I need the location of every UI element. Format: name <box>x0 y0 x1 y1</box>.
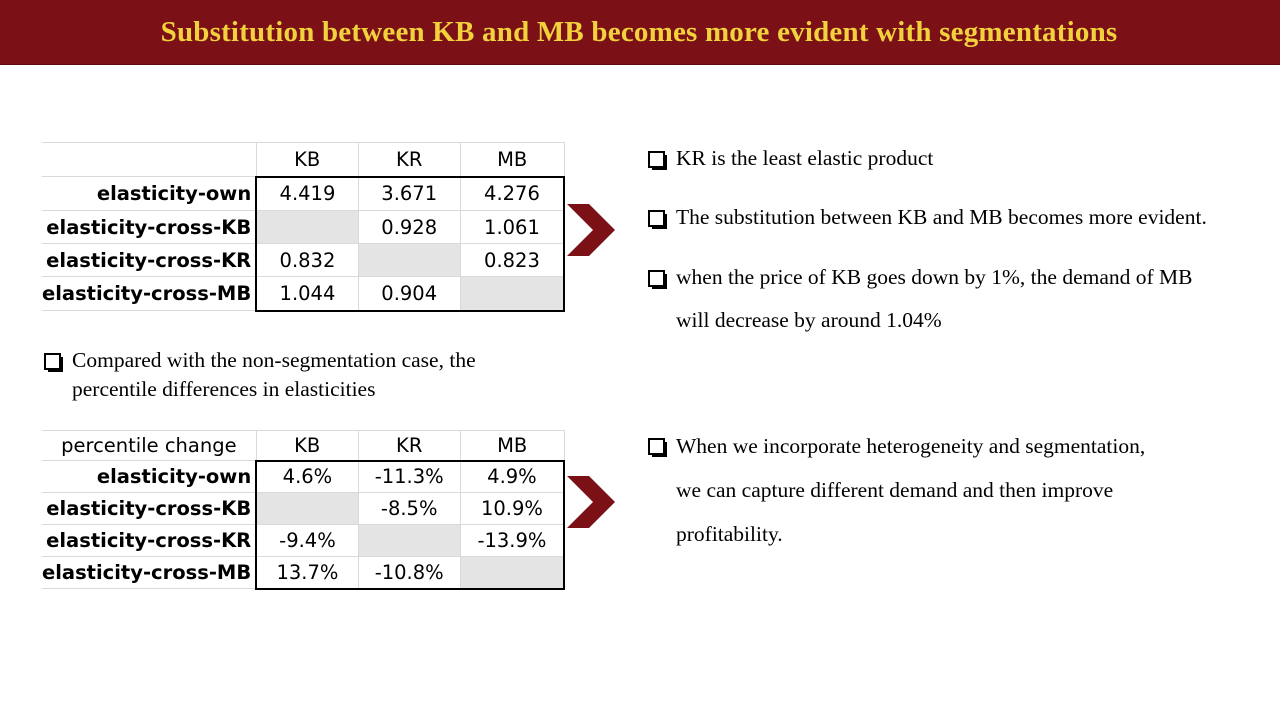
slide-title: Substitution between KB and MB becomes m… <box>160 15 1118 48</box>
table-cell <box>255 210 359 244</box>
table-row: elasticity-cross-MB 13.7% -10.8% <box>42 556 566 590</box>
percentile-change-table: percentile change KB KR MB elasticity-ow… <box>42 430 566 590</box>
table-cell: -8.5% <box>358 492 461 525</box>
comparison-bullet: Compared with the non-segmentation case,… <box>44 346 476 404</box>
bullet-text: When we incorporate heterogeneity and se… <box>676 434 1146 458</box>
column-header: MB <box>460 142 565 177</box>
bullet-text: we can capture different demand and then… <box>676 478 1114 502</box>
table-cell <box>358 243 461 277</box>
table-cell: 4.276 <box>460 175 566 211</box>
table-cell <box>358 524 461 557</box>
column-header: KB <box>256 430 359 461</box>
table-cell: 1.061 <box>460 210 566 244</box>
row-header: elasticity-cross-KR <box>42 243 257 277</box>
table-row: elasticity-own 4.419 3.671 4.276 <box>42 175 566 211</box>
title-bar: Substitution between KB and MB becomes m… <box>0 0 1280 65</box>
table-row: elasticity-own 4.6% -11.3% 4.9% <box>42 459 566 493</box>
table-cell: 10.9% <box>460 492 566 525</box>
table-cell: 0.928 <box>358 210 461 244</box>
row-header: elasticity-own <box>42 176 257 211</box>
table-cell: 0.832 <box>255 243 359 277</box>
bullet-text: The substitution between KB and MB becom… <box>676 205 1207 229</box>
table-row: elasticity-cross-MB 1.044 0.904 <box>42 276 566 312</box>
table-cell <box>460 276 566 312</box>
bullet-text: will decrease by around 1.04% <box>676 308 942 332</box>
table-corner: percentile change <box>42 430 257 461</box>
bullet-least-elastic: KR is the least elastic product <box>648 137 933 180</box>
table-cell: -9.4% <box>255 524 359 557</box>
column-header: MB <box>460 430 565 461</box>
table-row: elasticity-cross-KR 0.832 0.823 <box>42 243 566 277</box>
bullet-substitution: The substitution between KB and MB becom… <box>648 196 1207 239</box>
chevron-right-icon <box>567 476 615 528</box>
table-cell <box>255 492 359 525</box>
column-header: KR <box>358 142 461 177</box>
table-row: elasticity-cross-KB -8.5% 10.9% <box>42 492 566 525</box>
table-cell: -10.8% <box>358 556 461 590</box>
table-corner <box>42 142 257 177</box>
checkbox-bullet-icon <box>648 270 667 289</box>
checkbox-bullet-icon <box>648 210 667 229</box>
table-cell: 13.7% <box>255 556 359 590</box>
bullet-text: profitability. <box>676 522 783 546</box>
table-cell: 4.6% <box>255 459 359 493</box>
table-cell: 3.671 <box>358 175 461 211</box>
table-cell: -11.3% <box>358 459 461 493</box>
elasticity-table: KB KR MB elasticity-own 4.419 3.671 4.27… <box>42 142 566 312</box>
table-cell: 1.044 <box>255 276 359 312</box>
column-header: KR <box>358 430 461 461</box>
checkbox-bullet-icon <box>648 151 667 170</box>
bullet-text: KR is the least elastic product <box>676 146 934 170</box>
row-header: elasticity-cross-KB <box>42 492 257 525</box>
table-cell: 0.904 <box>358 276 461 312</box>
column-header: KB <box>256 142 359 177</box>
row-header: elasticity-cross-KR <box>42 524 257 557</box>
table-cell: -13.9% <box>460 524 566 557</box>
bullet-price-demand: when the price of KB goes down by 1%, th… <box>648 256 1193 342</box>
checkbox-bullet-icon <box>44 353 63 372</box>
table-cell: 0.823 <box>460 243 566 277</box>
table-cell: 4.9% <box>460 459 566 493</box>
bullet-text: percentile differences in elasticities <box>72 377 376 401</box>
bullet-heterogeneity: When we incorporate heterogeneity and se… <box>648 424 1145 556</box>
row-header: elasticity-cross-MB <box>42 556 257 589</box>
bullet-text: when the price of KB goes down by 1%, th… <box>676 265 1193 289</box>
bullet-text: Compared with the non-segmentation case,… <box>72 348 476 372</box>
row-header: elasticity-cross-KB <box>42 210 257 244</box>
chevron-right-icon <box>567 204 615 256</box>
table-row: elasticity-cross-KB 0.928 1.061 <box>42 210 566 244</box>
row-header: elasticity-cross-MB <box>42 276 257 311</box>
row-header: elasticity-own <box>42 460 257 493</box>
table-cell <box>460 556 566 590</box>
checkbox-bullet-icon <box>648 438 667 457</box>
table-row: elasticity-cross-KR -9.4% -13.9% <box>42 524 566 557</box>
table-cell: 4.419 <box>255 175 359 211</box>
